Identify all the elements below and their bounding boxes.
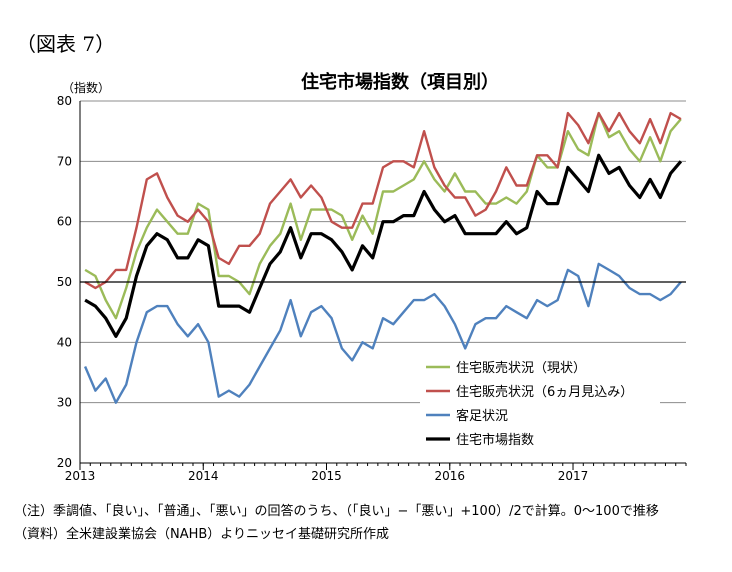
- series-line: [84, 111, 682, 290]
- y-tick-label: 60: [57, 215, 72, 229]
- legend-background: [420, 355, 660, 455]
- y-tick-label: 70: [57, 154, 72, 168]
- series-lines: [80, 111, 686, 404]
- legend-label: 客足状況: [456, 408, 508, 424]
- x-tick-label: 2014: [188, 469, 219, 483]
- y-tick-label: 20: [57, 456, 72, 470]
- axes: 20 30 40 50 60 70 80 2013 2014 2015 2016 2017: [57, 94, 687, 483]
- footnote: （注）季調値、「良い」、「普通」、「悪い」の回答のうち、（「良い」−「悪い」+1…: [14, 504, 659, 519]
- source-note: （資料）全米建設業協会（NAHB）よりニッセイ基礎研究所作成: [14, 527, 390, 542]
- legend-label: 住宅販売状況（6ヵ月見込み）: [456, 384, 633, 400]
- y-tick-label: 80: [57, 94, 72, 108]
- y-tick-label: 50: [57, 275, 72, 289]
- series-line: [84, 153, 683, 338]
- x-tick-label: 2015: [311, 469, 342, 483]
- y-tick-label: 40: [57, 335, 72, 349]
- legend-label: 住宅販売状況（現状）: [456, 360, 586, 376]
- x-tick-label: 2013: [65, 469, 96, 483]
- x-tick-label: 2016: [434, 469, 465, 483]
- x-tick-label: 2017: [558, 469, 589, 483]
- y-tick-label: 30: [57, 396, 72, 410]
- figure-label: （図表 7）: [16, 32, 116, 56]
- series-line: [84, 111, 682, 320]
- chart-title: 住宅市場指数（項目別）: [301, 71, 499, 93]
- y-axis-label: （指数）: [62, 80, 110, 95]
- legend-label: 住宅市場指数: [456, 432, 534, 448]
- series-line: [83, 262, 682, 404]
